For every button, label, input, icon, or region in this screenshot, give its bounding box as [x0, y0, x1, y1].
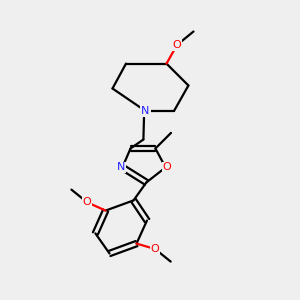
- Text: N: N: [117, 162, 125, 172]
- Text: O: O: [151, 244, 160, 254]
- Text: N: N: [141, 106, 150, 116]
- Text: O: O: [163, 162, 172, 172]
- Text: O: O: [82, 197, 91, 207]
- Text: O: O: [172, 40, 182, 50]
